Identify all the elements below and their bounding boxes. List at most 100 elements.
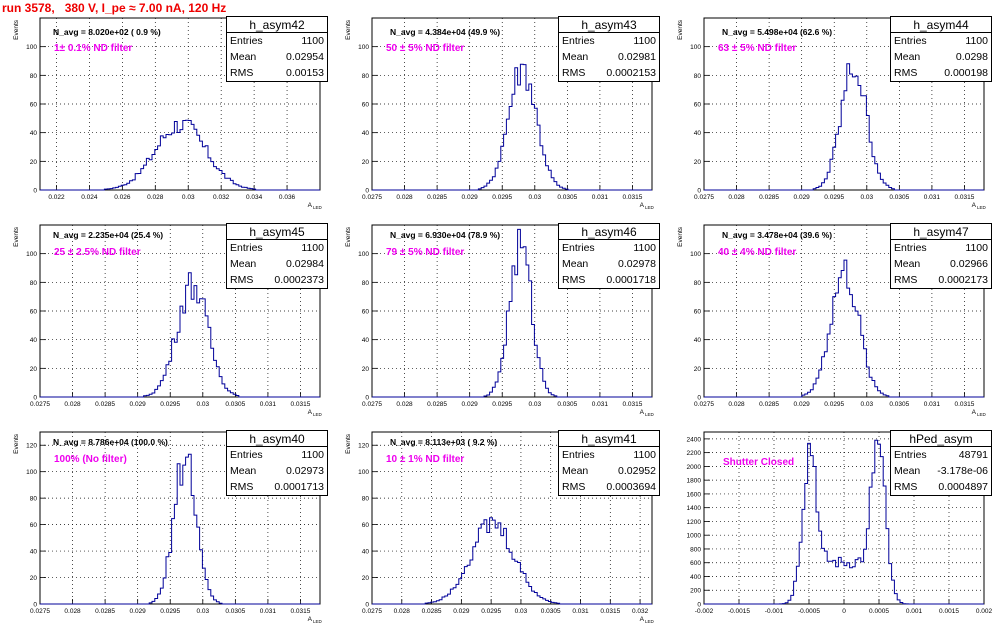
stats-label: Entries [894,449,927,461]
stats-label: Mean [894,51,921,63]
stats-row: Entries 1100 [559,33,659,49]
navg-label: N_avg = 4.384e+04 (49.9 %) [390,27,501,37]
filter-annotation: Shutter Closed [723,457,795,468]
x-tick-label: 0.03 [196,401,209,408]
y-axis-label: Events [677,19,684,40]
x-tick-label: 0.028 [64,401,81,408]
stats-row: RMS 0.00153 [227,65,327,81]
filter-annotation: 50 ± 5% ND filter [386,43,465,54]
y-tick-label: 0 [365,395,369,402]
x-tick-label: 0.0275 [694,194,714,201]
x-tick-label: -0.001 [765,608,784,615]
stats-value: 0.0002153 [606,67,656,79]
y-tick-label: 80 [362,73,370,80]
histogram-line [704,439,984,605]
y-tick-label: 0 [33,602,37,609]
histogram-plot: -0.002 -0.0015 -0.001 -0.0005 0 0.0005 0.001 0.… [687,431,993,615]
stats-value: 0.0002373 [274,274,324,286]
x-tick-label: -0.0015 [728,608,750,615]
stats-row: RMS 0.000198 [891,65,991,81]
navg-label: N_avg = 3.478e+04 (39.6 %) [722,230,833,240]
x-axis-label-subscript: LED [645,412,655,417]
stats-value: 1100 [633,449,656,461]
stats-value: 0.02973 [286,465,324,477]
stats-row: Entries 1100 [227,240,327,256]
y-tick-label: 0 [697,188,701,195]
x-tick-label: 0.0295 [160,608,180,615]
x-axis-label: A [640,616,645,623]
y-tick-label: 60 [362,522,370,529]
y-tick-label: 80 [362,280,370,287]
y-tick-label: 20 [694,366,702,373]
histogram-name: h_asym44 [891,17,991,33]
stats-label: Entries [230,242,263,254]
y-tick-label: 100 [26,251,37,258]
y-tick-label: 60 [362,102,370,109]
stats-label: RMS [562,67,586,79]
y-tick-label: 40 [30,130,38,137]
stats-row: RMS 0.0002153 [559,65,659,81]
histogram-plot: 0.0275 0.028 0.0285 0.029 0.0295 0.03 0.0305 0.… [345,17,655,210]
x-tick-label: 0.031 [572,608,589,615]
y-tick-label: 2000 [687,464,702,471]
y-tick-label: 80 [30,280,38,287]
x-tick-label: 0.029 [453,608,470,615]
x-axis-label: A [972,409,977,416]
histogram-line [40,119,320,191]
stats-label: Mean [562,51,589,63]
histogram-pad: 0.022 0.024 0.026 0.028 0.03 0.032 0.034 0.036 0… [0,10,332,217]
stats-row: Entries 1100 [891,33,991,49]
histogram-pad: 0.0275 0.028 0.0285 0.029 0.0295 0.03 0.0305 0.… [0,424,332,631]
x-axis-label: A [308,409,313,416]
y-axis-label: Events [13,433,20,454]
x-tick-label: 0 [842,608,846,615]
navg-label: N_avg = 5.498e+04 (62.6 %) [722,27,833,37]
x-tick-label: 0.0275 [362,608,382,615]
stats-value: 0.0002173 [938,274,988,286]
x-tick-label: 0.0295 [481,608,501,615]
stats-value: 1100 [965,35,988,47]
stats-label: RMS [894,274,918,286]
y-tick-label: 80 [362,496,370,503]
y-tick-label: 100 [26,44,37,51]
x-tick-label: 0.022 [48,194,65,201]
stats-label: Mean [230,465,257,477]
histogram-plot: 0.0275 0.028 0.0285 0.029 0.0295 0.03 0.0305 0.… [13,224,323,417]
x-tick-label: 0.0275 [362,401,382,408]
navg-label: N_avg = 6.930e+04 (78.9 %) [390,230,501,240]
stats-row: Mean -3.178e-06 [891,463,991,479]
stats-label: RMS [230,274,254,286]
stats-value: -3.178e-06 [937,465,988,477]
y-tick-label: 60 [362,309,370,316]
y-tick-label: 1000 [687,533,702,540]
stats-box: h_asym40 Entries 1100 Mean 0.02973 RMS 0.00017… [226,430,328,496]
stats-row: Mean 0.0298 [891,49,991,65]
x-tick-label: 0.0295 [824,401,844,408]
x-tick-label: 0.029 [462,194,479,201]
histogram-pad: 0.0275 0.028 0.0285 0.029 0.0295 0.03 0.0305 0.… [664,217,996,424]
x-axis-label: A [308,202,313,209]
x-tick-label: 0.0005 [869,608,889,615]
stats-label: RMS [562,481,586,493]
stats-row: Entries 1100 [227,33,327,49]
stats-row: Mean 0.02954 [227,49,327,65]
x-tick-label: 0.0305 [889,401,909,408]
histogram-name: h_asym43 [559,17,659,33]
x-tick-label: 0.0275 [362,194,382,201]
stats-value: 48791 [958,449,988,461]
y-tick-label: 100 [26,469,37,476]
y-tick-label: 1200 [687,519,702,526]
x-tick-label: 0.028 [394,608,411,615]
filter-annotation: 25 ± 2.5% ND filter [54,247,141,258]
stats-value: 0.02952 [618,465,656,477]
histogram-line [40,272,320,398]
histogram-name: h_asym47 [891,224,991,240]
histogram-name: h_asym46 [559,224,659,240]
x-tick-label: 0.03 [860,194,873,201]
x-tick-label: 0.031 [592,401,609,408]
stats-label: RMS [562,274,586,286]
x-tick-label: 0.0315 [623,401,643,408]
stats-label: Entries [894,35,927,47]
y-tick-label: 40 [362,549,370,556]
stats-label: RMS [230,481,254,493]
